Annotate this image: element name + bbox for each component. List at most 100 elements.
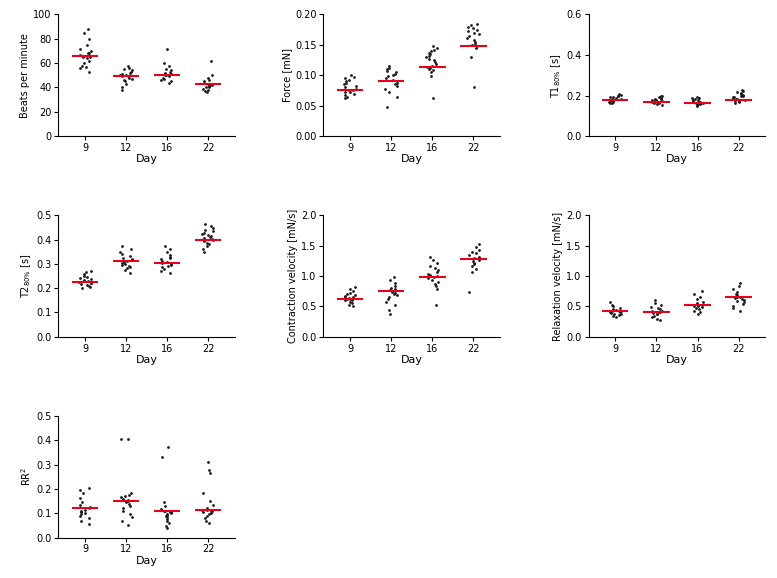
Point	[427, 42, 439, 51]
Point	[75, 61, 88, 70]
Point	[199, 225, 211, 235]
Point	[429, 264, 441, 273]
Point	[119, 259, 131, 268]
Point	[424, 252, 437, 261]
Point	[164, 250, 176, 259]
Point	[423, 54, 435, 64]
Point	[121, 61, 134, 70]
X-axis label: Day: Day	[401, 355, 423, 365]
Point	[340, 77, 353, 86]
Point	[339, 94, 351, 103]
Point	[605, 300, 618, 309]
Point	[163, 67, 176, 76]
Point	[163, 268, 176, 277]
Point	[160, 65, 172, 74]
Point	[605, 309, 618, 318]
Point	[350, 81, 362, 90]
Point	[428, 45, 441, 54]
Point	[737, 298, 750, 307]
Point	[647, 99, 660, 108]
Point	[207, 224, 219, 233]
Point	[75, 279, 87, 288]
Point	[731, 287, 744, 297]
Point	[391, 77, 403, 86]
Point	[164, 253, 176, 262]
Point	[734, 279, 747, 288]
Point	[424, 64, 437, 73]
Point	[82, 49, 95, 58]
Point	[466, 40, 479, 50]
Point	[75, 516, 87, 525]
Point	[384, 286, 396, 295]
Point	[74, 500, 86, 509]
Point	[386, 287, 399, 297]
Point	[389, 279, 402, 288]
Point	[340, 73, 352, 83]
Point	[423, 49, 436, 58]
Point	[646, 95, 659, 105]
Point	[123, 64, 135, 73]
Point	[73, 486, 85, 495]
Point	[204, 468, 216, 477]
Point	[431, 43, 444, 53]
Point	[651, 310, 664, 319]
Point	[388, 80, 401, 89]
Point	[688, 95, 701, 104]
Point	[124, 268, 136, 277]
Point	[737, 90, 749, 99]
Point	[467, 28, 479, 38]
Point	[83, 67, 96, 76]
Point	[116, 83, 128, 92]
Point	[197, 244, 210, 253]
Point	[200, 516, 212, 525]
Point	[84, 502, 96, 512]
Point	[606, 307, 618, 316]
Point	[692, 96, 704, 105]
Point	[77, 53, 89, 62]
Point	[651, 303, 664, 313]
Point	[122, 495, 134, 505]
X-axis label: Day: Day	[666, 154, 688, 164]
Point	[125, 244, 138, 253]
Point	[114, 71, 127, 80]
Point	[207, 227, 219, 236]
Point	[203, 519, 215, 528]
Point	[423, 51, 435, 61]
Point	[202, 457, 214, 466]
Point	[163, 72, 176, 81]
Point	[733, 292, 746, 301]
Point	[347, 302, 359, 311]
Point	[657, 100, 669, 109]
Point	[650, 96, 662, 105]
Point	[165, 507, 177, 516]
Point	[199, 219, 211, 228]
Point	[341, 294, 354, 303]
Point	[462, 27, 475, 36]
Point	[75, 506, 87, 516]
Point	[610, 94, 622, 103]
Point	[607, 96, 619, 105]
Point	[116, 260, 128, 269]
Point	[389, 281, 402, 290]
Point	[201, 88, 214, 97]
Point	[125, 67, 138, 76]
Point	[646, 312, 658, 321]
Point	[158, 58, 170, 68]
Point	[734, 91, 747, 100]
Point	[613, 89, 625, 98]
Point	[120, 71, 132, 80]
Point	[646, 309, 659, 318]
Point	[78, 275, 90, 284]
Point	[163, 518, 176, 528]
Point	[340, 79, 352, 88]
Point	[615, 306, 627, 315]
Point	[462, 288, 475, 297]
Point	[735, 294, 747, 303]
Point	[381, 66, 393, 76]
Point	[462, 22, 474, 31]
Point	[343, 300, 356, 309]
Point	[344, 294, 357, 303]
Point	[423, 48, 435, 57]
Point	[200, 83, 212, 92]
Point	[118, 65, 131, 74]
